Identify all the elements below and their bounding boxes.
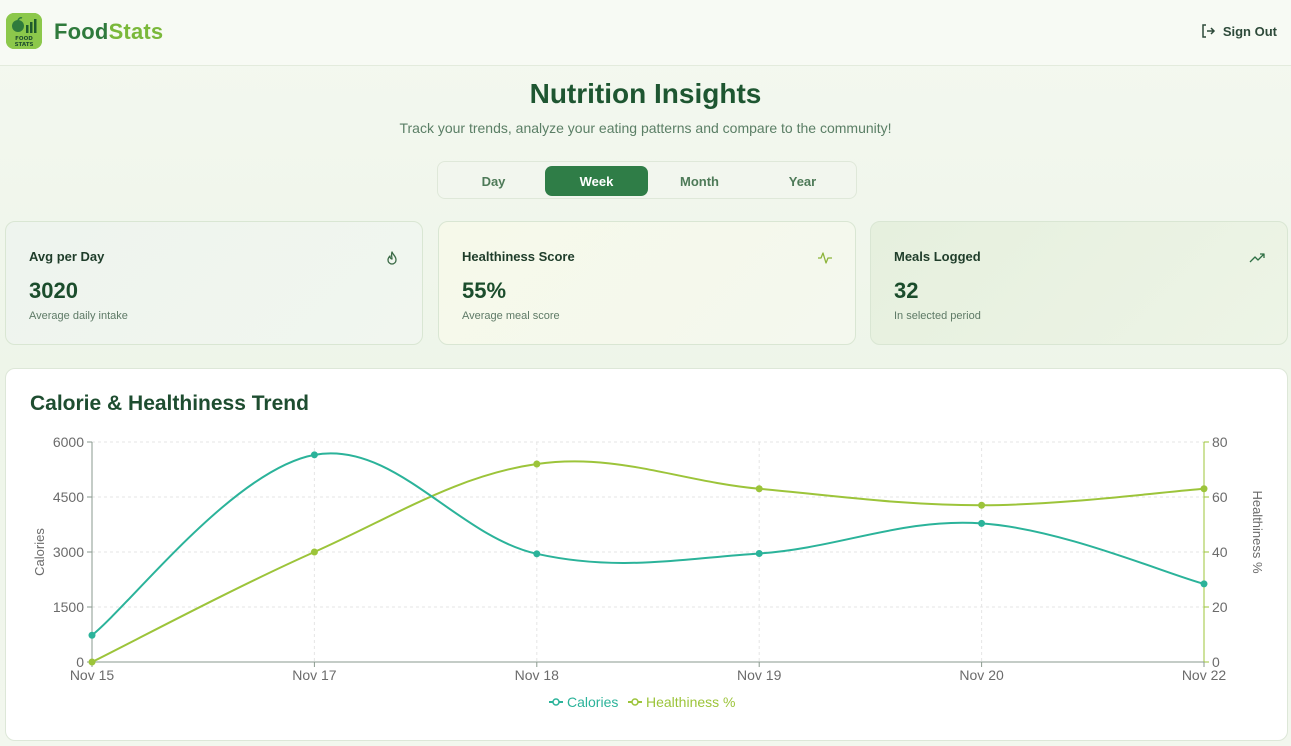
data-point-healthiness	[533, 460, 541, 468]
stat-card-value: 3020	[29, 278, 78, 303]
series-line-calories	[91, 452, 1205, 637]
x-tick-label: Nov 18	[515, 667, 560, 683]
stat-card-subtitle: Average daily intake	[29, 310, 128, 322]
tab-year[interactable]: Year	[788, 173, 817, 189]
x-tick-label: Nov 19	[737, 667, 782, 683]
y-tick-label-left: 3000	[53, 544, 84, 560]
legend-marker-calories	[552, 698, 560, 706]
data-point-healthiness	[978, 501, 986, 509]
data-point-calories	[1200, 580, 1208, 588]
y-axis-label-right: Healthiness %	[1250, 490, 1265, 574]
data-point-healthiness	[755, 485, 763, 493]
data-point-healthiness	[1200, 485, 1208, 493]
data-point-calories	[310, 451, 318, 459]
stat-card-title: Healthiness Score	[462, 249, 575, 264]
stat-card-title: Meals Logged	[894, 249, 981, 264]
logo-text-line1: FOOD	[15, 36, 33, 42]
y-tick-label-left: 4500	[53, 489, 84, 505]
tab-day[interactable]: Day	[481, 173, 506, 189]
sign-out-label: Sign Out	[1222, 23, 1277, 39]
legend-label-healthiness: Healthiness %	[646, 694, 736, 710]
x-tick-label: Nov 20	[959, 667, 1004, 683]
x-tick-label: Nov 17	[292, 667, 337, 683]
period-tabs: Day Week Month Year	[437, 161, 857, 199]
logo-text-line2: STATS	[15, 42, 34, 48]
legend-label-calories: Calories	[567, 694, 618, 710]
stat-card-avg-per-day: Avg per Day 3020 Average daily intake	[5, 221, 423, 345]
x-tick-label: Nov 22	[1182, 667, 1227, 683]
activity-icon	[818, 252, 832, 264]
brand-name-part2: Stats	[108, 19, 164, 44]
stat-card-meals-logged: Meals Logged 32 In selected period	[870, 221, 1288, 345]
sign-out-icon	[1202, 24, 1215, 38]
data-point-calories	[88, 631, 96, 639]
data-point-healthiness	[310, 548, 318, 556]
trending-up-icon	[1249, 253, 1265, 263]
sign-out-button[interactable]: Sign Out	[1200, 21, 1277, 41]
stat-card-healthiness-score: Healthiness Score 55% Average meal score	[438, 221, 856, 345]
tab-month[interactable]: Month	[680, 173, 719, 189]
y-tick-label-left: 0	[76, 654, 84, 670]
chart-title: Calorie & Healthiness Trend	[30, 392, 309, 415]
y-tick-label-right: 60	[1212, 489, 1228, 505]
foodstats-logo-icon[interactable]: FOOD STATS	[6, 13, 42, 49]
data-point-calories	[978, 519, 986, 527]
page-title: Nutrition Insights	[529, 78, 762, 109]
stat-card-value: 32	[894, 278, 919, 303]
stat-card-subtitle: In selected period	[894, 310, 981, 322]
stat-card-title: Avg per Day	[29, 249, 105, 264]
y-tick-label-left: 1500	[53, 599, 84, 615]
y-tick-label-right: 0	[1212, 654, 1220, 670]
legend-marker-healthiness	[631, 698, 639, 706]
y-axis-label-left: Calories	[32, 528, 47, 576]
tab-week[interactable]: Week	[545, 166, 648, 196]
y-tick-label-left: 6000	[53, 434, 84, 450]
series-line-healthiness	[91, 460, 1205, 663]
y-tick-label-right: 20	[1212, 599, 1228, 615]
stat-card-subtitle: Average meal score	[462, 310, 560, 322]
data-point-calories	[755, 549, 763, 557]
x-tick-label: Nov 15	[70, 667, 115, 683]
brand-name[interactable]: FoodStats	[54, 19, 163, 45]
y-tick-label-right: 40	[1212, 544, 1228, 560]
trend-chart: 0 1500 3000 4500 6000 0 20 40 60 80 Nov 15 Nov 17 No…	[32, 434, 1265, 710]
stat-card-value: 55%	[462, 278, 507, 303]
data-point-calories	[533, 550, 541, 558]
y-tick-label-right: 80	[1212, 434, 1228, 450]
app-header: FOOD STATS FoodStats Sign Out	[0, 0, 1291, 66]
trend-chart-card: Calorie & Healthiness Trend 0 1500 3000 450…	[5, 368, 1288, 741]
page-subtitle: Track your trends, analyze your eating p…	[399, 120, 892, 136]
data-point-healthiness	[88, 658, 96, 666]
flame-icon	[387, 251, 397, 265]
brand-name-part1: Food	[54, 19, 109, 44]
